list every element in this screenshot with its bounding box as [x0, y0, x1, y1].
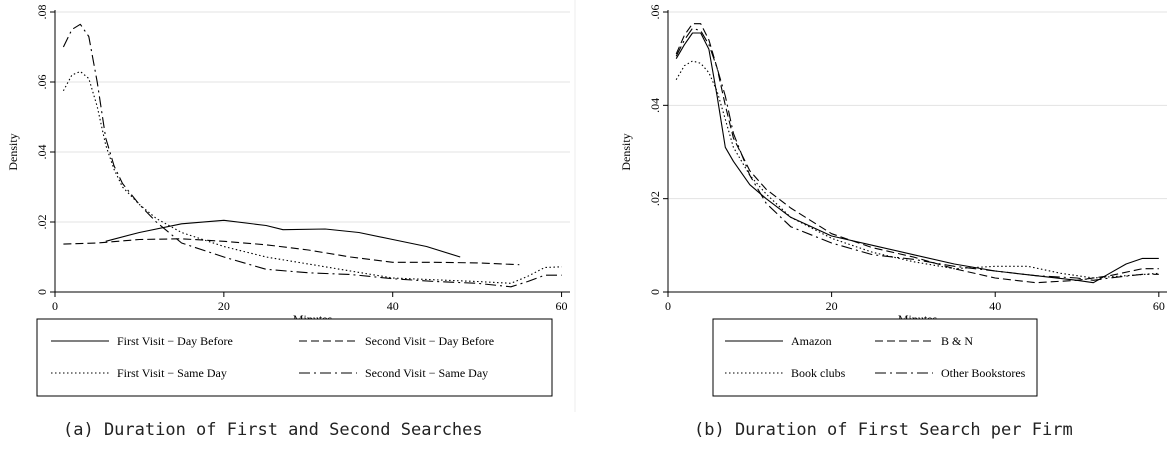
y-tick-label: .04	[35, 145, 49, 160]
y-tick-label: .08	[35, 5, 49, 20]
figure-canvas: 0.02.04.06.080204060MinutesDensityFirst …	[6, 0, 1167, 412]
x-tick-label: 60	[1153, 299, 1165, 313]
legend-label: B & N	[941, 334, 973, 348]
legend-label: Book clubs	[791, 366, 846, 380]
y-axis-label: Density	[619, 133, 633, 170]
y-tick-label: 0	[648, 289, 662, 295]
x-tick-label: 0	[52, 299, 58, 313]
y-tick-label: 0	[35, 289, 49, 295]
x-tick-label: 40	[989, 299, 1001, 313]
legend-box	[712, 318, 1038, 397]
series-line-4	[62, 23, 562, 288]
x-tick-label: 20	[218, 299, 230, 313]
x-tick-label: 40	[387, 299, 399, 313]
x-tick-label: 60	[556, 299, 568, 313]
legend-label: Other Bookstores	[941, 366, 1026, 380]
chart-b: 0.02.04.060204060MinutesDensityAmazonB &…	[619, 5, 1167, 397]
chart-a: 0.02.04.06.080204060MinutesDensityFirst …	[6, 5, 570, 397]
y-tick-label: .04	[648, 98, 662, 113]
y-tick-label: .02	[35, 215, 49, 230]
y-tick-label: .06	[648, 5, 662, 20]
series-line-4	[675, 27, 1159, 281]
legend-box	[36, 318, 553, 397]
x-tick-label: 20	[826, 299, 838, 313]
legend-label: Second Visit − Same Day	[365, 366, 488, 380]
legend-label: First Visit − Same Day	[117, 366, 227, 380]
series-line-2	[675, 23, 1159, 284]
y-tick-label: .02	[648, 191, 662, 206]
series-line-3	[62, 70, 562, 284]
legend-label: Amazon	[791, 334, 832, 348]
x-tick-label: 0	[665, 299, 671, 313]
series-line-3	[675, 60, 1159, 279]
caption-b: (b) Duration of First Search per Firm	[694, 420, 1073, 440]
caption-a: (a) Duration of First and Second Searche…	[63, 420, 483, 440]
legend-label: First Visit − Day Before	[117, 334, 233, 348]
y-tick-label: .06	[35, 75, 49, 90]
series-line-1	[675, 32, 1159, 284]
legend-label: Second Visit − Day Before	[365, 334, 494, 348]
series-line-1	[105, 219, 461, 258]
y-axis-label: Density	[6, 133, 20, 170]
